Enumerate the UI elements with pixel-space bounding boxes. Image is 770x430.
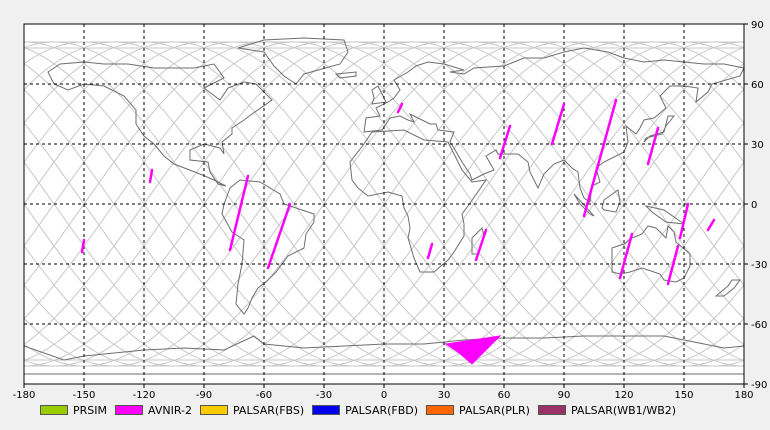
legend-label: PALSAR(FBS) [232,403,305,417]
legend-item: PALSAR(FBS) [199,403,305,417]
coastline [237,37,349,85]
y-tick-label: 0 [751,200,757,211]
x-tick-label: -180 [13,390,36,401]
y-tick-label: 60 [751,80,764,91]
legend-item: PRSIM [40,404,107,417]
avnir-footprint [618,232,634,280]
x-tick-label: -60 [256,390,272,401]
longitude-axis: -180 -150 -120 -90 -60 -30 0 30 60 90 120 150 180 [13,384,754,401]
coastline [349,129,488,273]
legend-label: PALSAR(WB1/WB2) [570,403,677,417]
avnir-footprint [228,174,250,252]
avnir-footprint [426,242,434,260]
x-tick-label: -120 [133,390,156,401]
y-tick-label: 90 [751,20,764,31]
legend-swatch [312,405,341,415]
legend-swatch [40,405,68,415]
x-tick-label: 180 [734,390,753,401]
legend-item: PALSAR(FBD) [312,404,418,417]
x-tick-label: -150 [73,390,96,401]
avnir-footprint-antarctica [444,335,502,365]
latitude-axis: 90 60 30 0 -30 -60 -90 [744,20,767,391]
legend-swatch [199,405,228,415]
y-tick-label: 30 [751,140,764,151]
legend-item: PALSAR(PLR) [426,404,530,417]
avnir-footprint [80,238,86,254]
legend-swatch [426,405,455,415]
y-tick-label: -60 [751,320,767,331]
coastline [611,224,691,283]
coastline [601,189,621,213]
avnir-footprint [706,218,716,232]
avnir-footprint [148,168,154,184]
legend-swatch [537,405,566,415]
coastline [363,47,745,203]
x-tick-label: -30 [316,390,332,401]
avnir-footprints [80,98,716,365]
x-tick-label: 60 [498,390,511,401]
avnir-footprint [678,202,690,240]
legend-label: AVNIR-2 [148,403,192,417]
avnir-footprint [474,228,488,262]
legend-label: PALSAR(PLR) [459,403,530,417]
x-tick-label: 150 [674,390,693,401]
avnir-footprint [550,102,566,146]
y-tick-label: -90 [751,380,767,391]
coastline [371,85,387,105]
legend-label: PRSIM [73,403,107,417]
legend: PRSIM AVNIR-2 PALSAR(FBS) PALSAR(FBD) PALSAR… [40,402,684,418]
x-tick-label: -90 [196,390,212,401]
graticule [24,24,744,384]
coastline [334,71,357,79]
coastline [47,61,273,187]
avnir-footprint [666,244,680,286]
legend-label: PALSAR(FBD) [345,403,419,417]
x-tick-label: 120 [614,390,633,401]
legend-item: PALSAR(WB1/WB2) [537,403,677,417]
coastline [714,279,741,297]
x-tick-label: 0 [381,390,387,401]
avnir-footprint [582,98,618,218]
legend-swatch [115,405,143,415]
avnir-footprint [396,102,404,114]
coastline [573,193,595,217]
y-tick-label: -30 [751,260,767,271]
legend-item: AVNIR-2 [115,404,192,417]
avnir-footprint [266,202,292,270]
x-tick-label: 30 [438,390,451,401]
coastline [644,205,685,225]
avnir-footprint [646,126,660,166]
x-tick-label: 90 [558,390,571,401]
avnir-footprint [498,124,512,160]
